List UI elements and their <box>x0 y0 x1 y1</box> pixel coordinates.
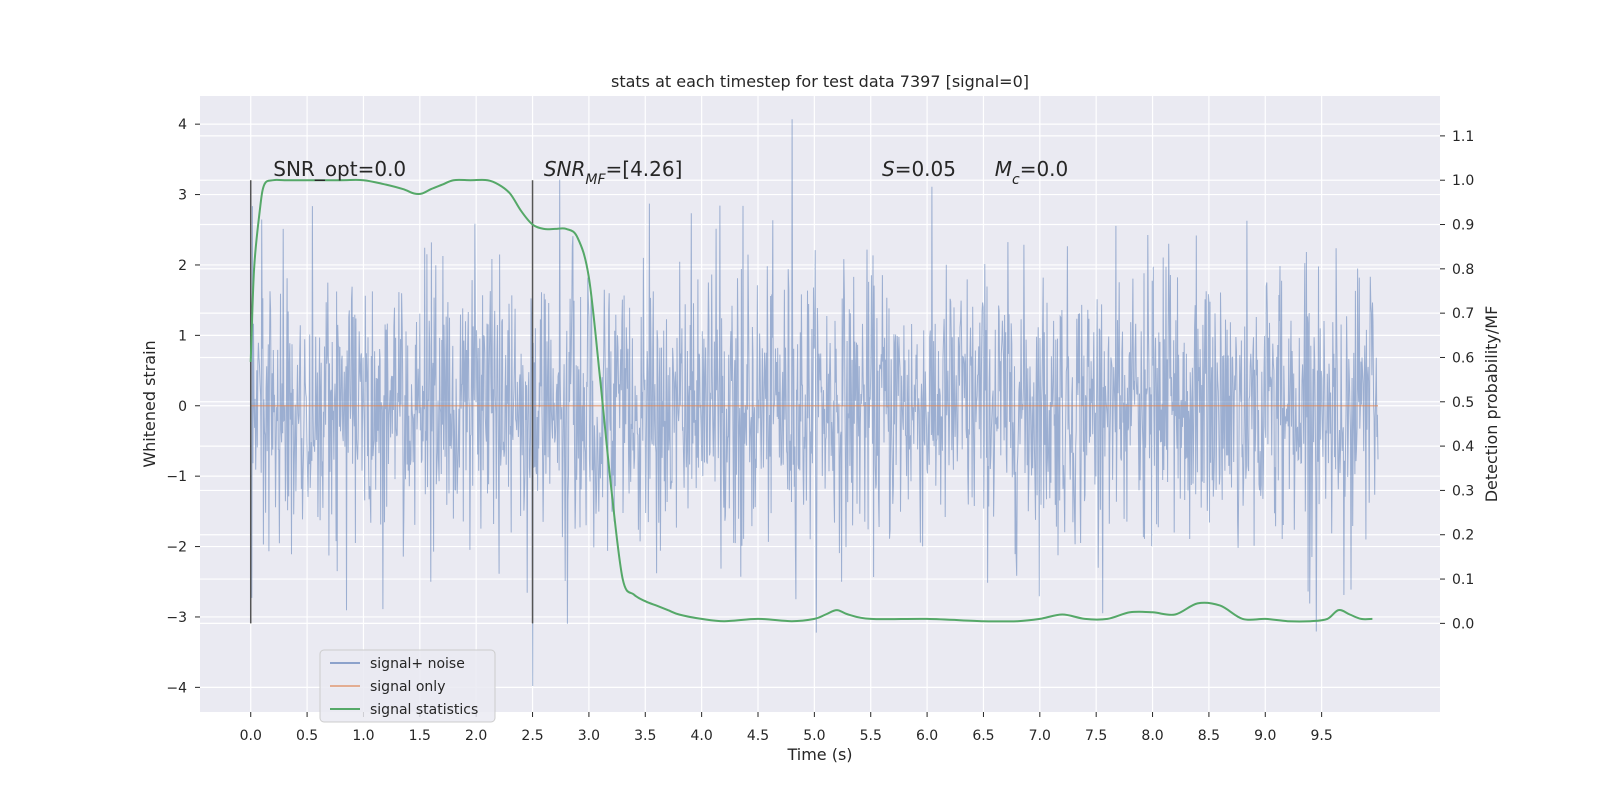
annotation-part: =[4.26] <box>606 157 683 181</box>
annotation-part: SNR <box>544 157 586 181</box>
x-tick-label: 3.5 <box>634 728 656 744</box>
y-tick-label: −2 <box>166 540 187 556</box>
x-tick-label: 4.5 <box>747 728 769 744</box>
y-right-tick-label: 0.3 <box>1452 483 1474 499</box>
annotation: SNR_opt=0.0 <box>273 157 406 181</box>
y-tick-label: −1 <box>166 469 187 485</box>
legend-label-signal-noise: signal+ noise <box>370 656 465 672</box>
x-tick-label: 9.0 <box>1254 728 1276 744</box>
noise-line <box>250 119 1379 687</box>
x-tick-label: 5.5 <box>860 728 882 744</box>
x-tick-label: 7.0 <box>1029 728 1051 744</box>
annotation-part: =0.0 <box>1020 157 1069 181</box>
x-axis-label: Time (s) <box>786 745 852 764</box>
annotations: SNR_opt=0.0 SNRMF=[4.26] S=0.05 Mc=0.0 <box>273 157 1068 188</box>
y-right-tick-label: 0.5 <box>1452 395 1474 411</box>
y-tick-label: 3 <box>178 188 187 204</box>
y-tick-label: −4 <box>166 680 187 696</box>
series-signal-statistics <box>249 178 1373 623</box>
x-tick-label: 7.5 <box>1085 728 1107 744</box>
y-right-tick-label: 0.4 <box>1452 439 1474 455</box>
y-right-tick-label: 0.7 <box>1452 306 1474 322</box>
x-tick-labels: 0.0 0.5 1.0 1.5 2.0 2.5 3.0 3.5 4.0 4.5 5.0 5.5 6.0 6… <box>240 712 1333 744</box>
x-tick-label: 4.0 <box>691 728 713 744</box>
annotation-part: S <box>882 157 895 181</box>
annotation-part: SNR_opt=0.0 <box>273 157 406 181</box>
x-tick-label: 0.0 <box>240 728 262 744</box>
series-signal-noise <box>250 119 1379 687</box>
y-right-tick-label: 0.8 <box>1452 262 1474 278</box>
x-tick-label: 3.0 <box>578 728 600 744</box>
y-right-tick-label: 0.2 <box>1452 528 1474 544</box>
y-right-tick-labels: 0.0 0.1 0.2 0.3 0.4 0.5 0.6 0.7 0.8 0.9 1.0 1.1 <box>1440 129 1474 632</box>
annotation: Mc=0.0 <box>995 157 1069 188</box>
x-tick-label: 2.5 <box>521 728 543 744</box>
y-tick-label: 1 <box>178 328 187 344</box>
annotation: SNRMF=[4.26] <box>544 157 683 188</box>
x-tick-label: 9.5 <box>1311 728 1333 744</box>
y-tick-label: 0 <box>178 399 187 415</box>
x-tick-label: 2.0 <box>465 728 487 744</box>
legend-label-signal-statistics: signal statistics <box>370 702 478 718</box>
annotation-part: =0.05 <box>895 157 956 181</box>
annotation-part: M <box>995 157 1012 181</box>
annotation-part: c <box>1012 172 1020 188</box>
x-tick-label: 0.5 <box>296 728 318 744</box>
x-tick-label: 1.0 <box>352 728 374 744</box>
y-right-tick-label: 1.0 <box>1452 173 1474 189</box>
y-tick-label: 2 <box>178 258 187 274</box>
y-right-tick-label: 1.1 <box>1452 129 1474 145</box>
x-tick-label: 6.0 <box>916 728 938 744</box>
statistics-line <box>249 178 1373 623</box>
x-tick-label: 8.5 <box>1198 728 1220 744</box>
y-tick-label: 4 <box>178 117 187 133</box>
legend: signal+ noise signal only signal statist… <box>319 649 496 723</box>
x-tick-label: 1.5 <box>409 728 431 744</box>
y-tick-labels: −4 −3 −2 −1 0 1 2 3 4 <box>166 117 200 696</box>
y-right-tick-label: 0.1 <box>1452 572 1474 588</box>
y-axis-label: Whitened strain <box>140 340 159 467</box>
legend-box <box>319 649 496 723</box>
legend-label-signal-only: signal only <box>370 679 445 695</box>
y-right-tick-label: 0.6 <box>1452 350 1474 366</box>
x-tick-label: 5.0 <box>803 728 825 744</box>
annotation: S=0.05 <box>882 157 956 181</box>
x-tick-label: 6.5 <box>972 728 994 744</box>
x-tick-label: 8.0 <box>1141 728 1163 744</box>
annotation-part: MF <box>585 172 606 188</box>
marker-lines <box>249 180 534 624</box>
chart-title: stats at each timestep for test data 739… <box>611 72 1029 91</box>
y-tick-label: −3 <box>166 610 187 626</box>
y-right-tick-label: 0.0 <box>1452 616 1474 632</box>
y-right-tick-label: 0.9 <box>1452 218 1474 234</box>
y-right-axis-label: Detection probability/MF <box>1482 306 1501 503</box>
